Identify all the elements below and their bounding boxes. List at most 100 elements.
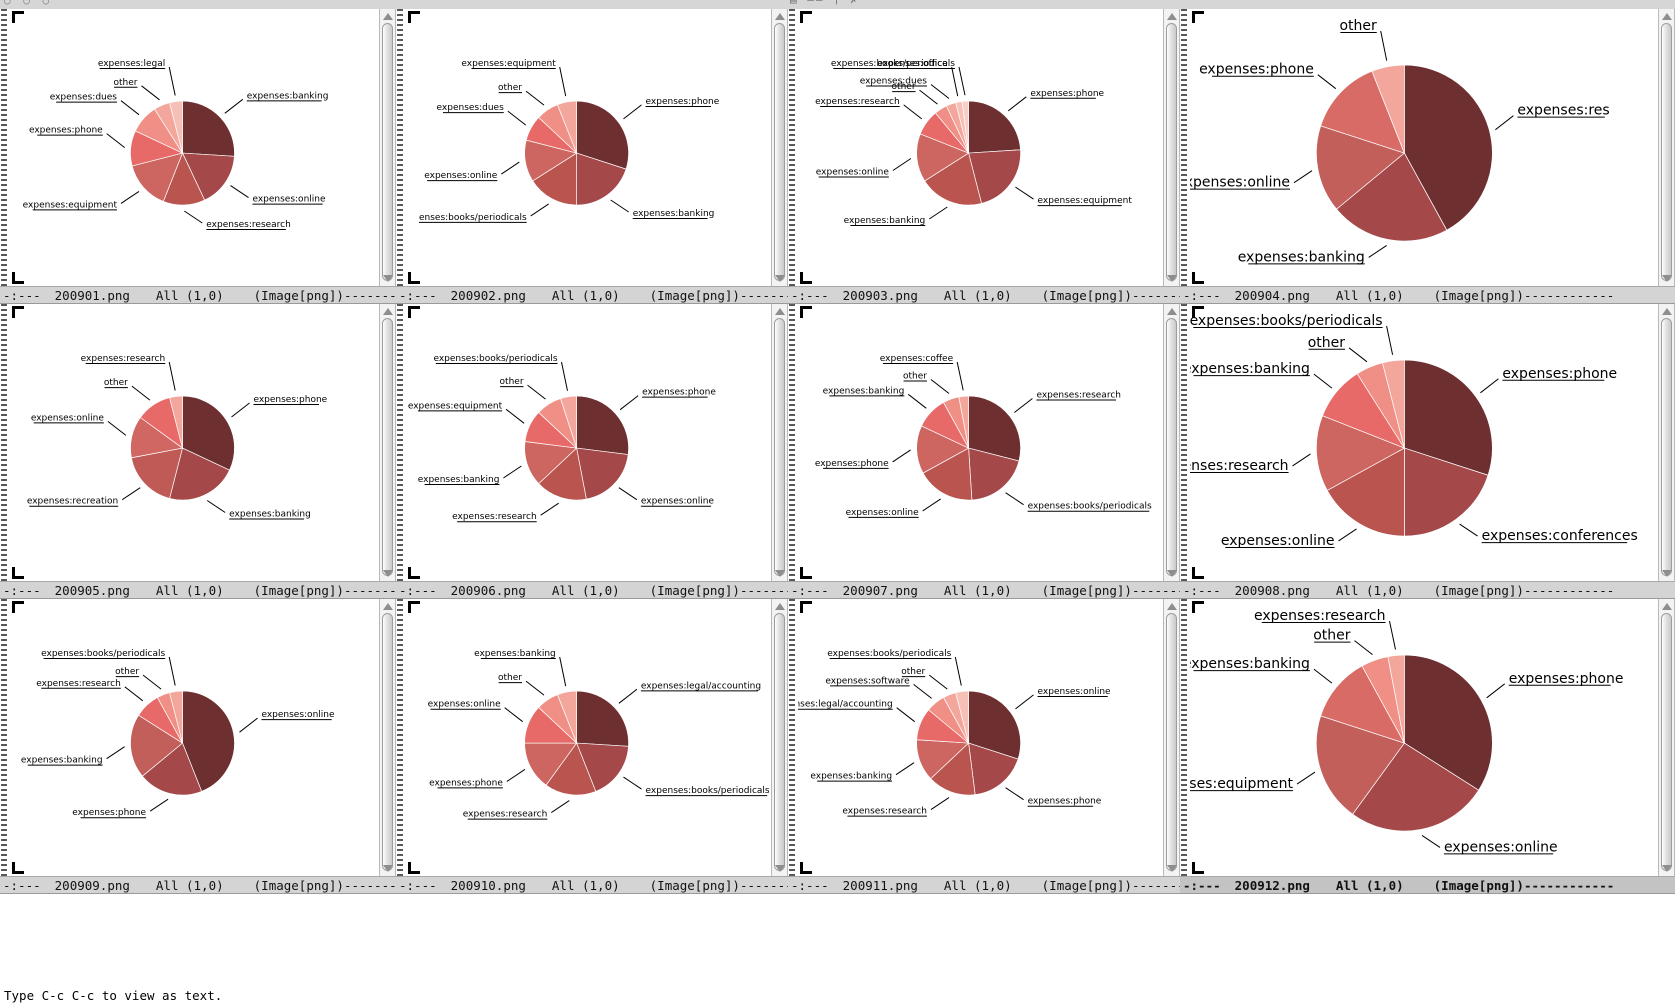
vertical-scrollbar[interactable] <box>771 599 788 876</box>
vertical-scrollbar[interactable] <box>1658 9 1675 286</box>
toolbar-left-icons[interactable]: ○ ○ ○ <box>4 0 53 7</box>
scroll-down-arrow-icon[interactable] <box>1167 570 1177 577</box>
pie-slice-label: other <box>498 83 522 93</box>
image-buffer[interactable]: other expenses:phone expenses:online expens… <box>1190 9 1656 286</box>
vertical-scrollbar[interactable] <box>1658 599 1675 876</box>
scrollbar-thumb[interactable] <box>774 613 785 871</box>
emacs-window[interactable]: expenses:banking other expenses:online expe… <box>396 599 788 894</box>
emacs-window[interactable]: expenses:coffee other expenses:banking expe… <box>788 304 1180 599</box>
emacs-window[interactable]: expenses:books/periodicals other expenses:… <box>0 599 396 894</box>
scrollbar-thumb[interactable] <box>774 318 785 576</box>
scroll-up-arrow-icon[interactable] <box>383 308 393 315</box>
pie-slice <box>532 152 577 206</box>
scroll-down-arrow-icon[interactable] <box>1167 865 1177 872</box>
mode-line[interactable]: -:--- 200910.png All (1,0) (Image[png])----… <box>396 876 788 894</box>
pie-slice-label: expenses:books/periodicals <box>1028 502 1152 512</box>
emacs-window[interactable]: expenses:equipment other expenses:dues expe… <box>396 9 788 304</box>
image-buffer[interactable]: expenses:books/periodicals other expenses:… <box>406 304 769 581</box>
scroll-down-arrow-icon[interactable] <box>775 865 785 872</box>
scroll-up-arrow-icon[interactable] <box>775 308 785 315</box>
scroll-up-arrow-icon[interactable] <box>383 13 393 20</box>
emacs-window[interactable]: expenses:books/periodicals other expenses:… <box>788 599 1180 894</box>
image-buffer[interactable]: expenses:books/periodicals other expenses:… <box>798 599 1161 876</box>
mode-line[interactable]: -:--- 200906.png All (1,0) (Image[png])----… <box>396 581 788 599</box>
vertical-scrollbar[interactable] <box>1163 599 1180 876</box>
scrollbar-thumb[interactable] <box>382 23 393 281</box>
scroll-up-arrow-icon[interactable] <box>1662 603 1672 610</box>
mode-line-major-mode: (Image[png]) <box>649 878 740 893</box>
scrollbar-thumb[interactable] <box>382 613 393 871</box>
emacs-window[interactable]: expenses:research other expenses:online exp… <box>0 304 396 599</box>
scroll-down-arrow-icon[interactable] <box>383 275 393 282</box>
mode-line[interactable]: -:--- 200904.png All (1,0) (Image[png])----… <box>1180 286 1675 304</box>
scrollbar-thumb[interactable] <box>1661 23 1672 281</box>
mode-line[interactable]: -:--- 200908.png All (1,0) (Image[png])----… <box>1180 581 1675 599</box>
scroll-up-arrow-icon[interactable] <box>1167 603 1177 610</box>
pie-slice <box>930 742 976 796</box>
scroll-up-arrow-icon[interactable] <box>775 13 785 20</box>
image-buffer[interactable]: expenses:books/periodicals other expenses:… <box>10 599 377 876</box>
mode-line-flags: -:--- <box>1183 288 1221 303</box>
image-buffer[interactable]: expenses:coffee other expenses:banking expe… <box>798 304 1161 581</box>
mode-line[interactable]: -:--- 200912.png All (1,0) (Image[png])----… <box>1180 876 1675 894</box>
mode-line-position: All (1,0) <box>1335 288 1404 303</box>
emacs-window[interactable]: expenses:books/periodicals other expenses:… <box>396 304 788 599</box>
vertical-scrollbar[interactable] <box>771 9 788 286</box>
scroll-down-arrow-icon[interactable] <box>383 865 393 872</box>
mode-line[interactable]: -:--- 200909.png All (1,0) (Image[png])----… <box>0 876 396 894</box>
mode-line-major-mode: (Image[png]) <box>1041 288 1132 303</box>
mode-line[interactable]: -:--- 200903.png All (1,0) (Image[png])----… <box>788 286 1180 304</box>
scroll-down-arrow-icon[interactable] <box>1662 570 1672 577</box>
scrollbar-thumb[interactable] <box>1166 23 1177 281</box>
pie-slice <box>1320 665 1406 744</box>
vertical-scrollbar[interactable] <box>1658 304 1675 581</box>
scroll-up-arrow-icon[interactable] <box>1167 308 1177 315</box>
emacs-window[interactable]: expenses:books/periodicals expenses:offic… <box>788 9 1180 304</box>
scrollbar-thumb[interactable] <box>382 318 393 576</box>
scroll-down-arrow-icon[interactable] <box>1662 865 1672 872</box>
scroll-up-arrow-icon[interactable] <box>383 603 393 610</box>
pie-label-leader <box>913 684 932 699</box>
mode-line[interactable]: -:--- 200911.png All (1,0) (Image[png])----… <box>788 876 1180 894</box>
scrollbar-thumb[interactable] <box>774 23 785 281</box>
scroll-down-arrow-icon[interactable] <box>775 570 785 577</box>
scroll-up-arrow-icon[interactable] <box>775 603 785 610</box>
scroll-down-arrow-icon[interactable] <box>1662 275 1672 282</box>
image-buffer[interactable]: expenses:legal other expenses:dues expenses… <box>10 9 377 286</box>
vertical-scrollbar[interactable] <box>379 9 396 286</box>
mode-line-major-mode: (Image[png]) <box>253 583 344 598</box>
vertical-scrollbar[interactable] <box>1163 9 1180 286</box>
vertical-scrollbar[interactable] <box>379 599 396 876</box>
scroll-up-arrow-icon[interactable] <box>1662 308 1672 315</box>
image-corner-mark <box>1192 11 1204 23</box>
scroll-up-arrow-icon[interactable] <box>1167 13 1177 20</box>
scroll-down-arrow-icon[interactable] <box>383 570 393 577</box>
scroll-up-arrow-icon[interactable] <box>1662 13 1672 20</box>
image-buffer[interactable]: expenses:equipment other expenses:dues expe… <box>406 9 769 286</box>
image-buffer[interactable]: expenses:books/periodicals expenses:offic… <box>798 9 1161 286</box>
mode-line[interactable]: -:--- 200902.png All (1,0) (Image[png])----… <box>396 286 788 304</box>
emacs-window[interactable]: other expenses:phone expenses:online expens… <box>1180 9 1675 304</box>
emacs-window[interactable]: expenses:books/periodicals other expenses:… <box>1180 304 1675 599</box>
mode-line[interactable]: -:--- 200905.png All (1,0) (Image[png])----… <box>0 581 396 599</box>
scroll-down-arrow-icon[interactable] <box>1167 275 1177 282</box>
image-buffer[interactable]: expenses:books/periodicals other expenses:… <box>1190 304 1656 581</box>
image-buffer[interactable]: expenses:banking other expenses:online expe… <box>406 599 769 876</box>
scrollbar-thumb[interactable] <box>1166 613 1177 871</box>
mode-line[interactable]: -:--- 200907.png All (1,0) (Image[png])----… <box>788 581 1180 599</box>
scroll-down-arrow-icon[interactable] <box>775 275 785 282</box>
vertical-scrollbar[interactable] <box>1163 304 1180 581</box>
emacs-window[interactable]: expenses:legal other expenses:dues expenses… <box>0 9 396 304</box>
image-buffer[interactable]: expenses:research other expenses:online exp… <box>10 304 377 581</box>
mode-line[interactable]: -:--- 200901.png All (1,0) (Image[png])----… <box>0 286 396 304</box>
scrollbar-thumb[interactable] <box>1661 613 1672 871</box>
vertical-scrollbar[interactable] <box>379 304 396 581</box>
scrollbar-thumb[interactable] <box>1166 318 1177 576</box>
scrollbar-thumb[interactable] <box>1661 318 1672 576</box>
pie-label-leader <box>1486 683 1506 699</box>
toolbar-center-icons[interactable]: ▤ —— ❘ ✗ <box>790 0 859 6</box>
pie-label-leader <box>559 66 567 97</box>
vertical-scrollbar[interactable] <box>771 304 788 581</box>
